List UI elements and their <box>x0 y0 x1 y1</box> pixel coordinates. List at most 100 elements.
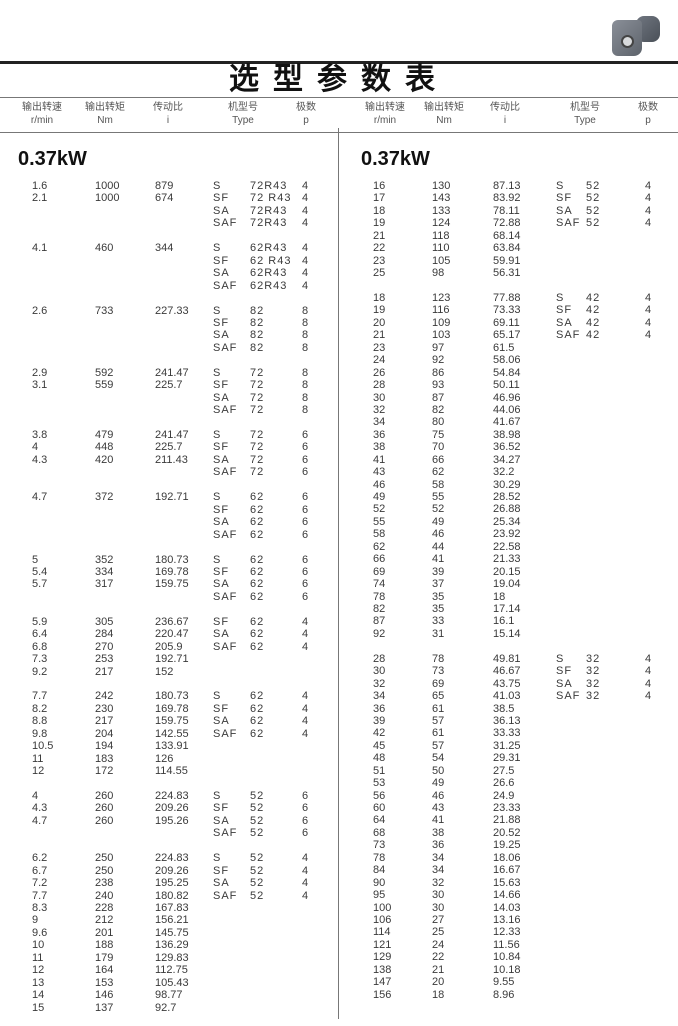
speed-cell: 12 <box>32 765 45 778</box>
ratio-cell: 142.55 <box>155 727 189 740</box>
table-row: 82 35 17.14 <box>340 603 678 615</box>
table-row: 66 41 21.33 <box>340 553 678 565</box>
table-row: SF 82 8 <box>0 317 338 329</box>
speed-cell: 28 <box>373 379 386 392</box>
torque-cell: 30 <box>432 889 445 902</box>
type-prefix-cell: S <box>213 429 222 441</box>
model-group: 5 352 180.73 S 62 6 5.4 334 169.78 SF 62 6 5.7 317 159… <box>0 554 338 604</box>
table-row: 3.8 479 241.47 S 72 6 <box>0 429 338 441</box>
page-title: 选型参数表 <box>229 62 449 97</box>
type-size-cell: 72 <box>250 379 265 392</box>
torque-cell: 179 <box>95 951 114 964</box>
ratio-cell: 14.66 <box>493 889 521 902</box>
speed-cell: 2.6 <box>32 304 48 317</box>
ratio-cell: 225.7 <box>155 379 183 392</box>
ratio-cell: 224.83 <box>155 852 189 865</box>
ratio-cell: 205.9 <box>155 640 183 653</box>
speed-cell: 3.8 <box>32 429 48 441</box>
speed-cell: 11 <box>32 752 44 765</box>
type-prefix-cell: S <box>213 491 222 504</box>
ratio-cell: 73.33 <box>493 304 521 317</box>
table-row: 129 22 10.84 <box>340 951 678 963</box>
type-prefix-cell: SF <box>213 702 230 715</box>
table-row: 62 44 22.58 <box>340 541 678 553</box>
table-row: 21 118 68.14 <box>340 230 678 242</box>
ratio-cell: 12.33 <box>493 926 521 939</box>
type-size-cell: 82 <box>250 316 265 329</box>
poles-cell: 8 <box>302 316 309 329</box>
type-size-cell: 52 <box>586 204 601 217</box>
table-row: 5.4 334 169.78 SF 62 6 <box>0 566 338 578</box>
table-row: 19 116 73.33 SF 42 4 <box>340 304 678 316</box>
torque-cell: 146 <box>95 989 114 1002</box>
table-row: 6.8 270 205.9 SAF 62 4 <box>0 641 338 653</box>
torque-cell: 33 <box>432 615 445 628</box>
speed-cell: 3.1 <box>32 379 48 392</box>
torque-cell: 240 <box>95 889 114 902</box>
ratio-cell: 192.71 <box>155 491 189 504</box>
ratio-cell: 236.67 <box>155 615 189 628</box>
header-label-unit: r/min <box>30 115 54 126</box>
table-row: 15 137 92.7 <box>0 1002 338 1014</box>
speed-cell: 10 <box>32 939 45 952</box>
type-prefix-cell: S <box>213 242 222 255</box>
speed-cell: 23 <box>373 341 386 354</box>
header-label-cn: 传动比 <box>490 102 520 113</box>
speed-cell: 15 <box>32 1001 45 1014</box>
table-row: 12 172 114.55 <box>0 765 338 777</box>
speed-cell: 7.2 <box>32 877 48 890</box>
torque-cell: 153 <box>95 976 114 989</box>
table-row: 52 52 26.88 <box>340 503 678 515</box>
speed-cell: 92 <box>373 627 386 640</box>
torque-cell: 98 <box>432 267 445 280</box>
poles-cell: 4 <box>302 715 309 728</box>
table-row: 4 448 225.7 SF 72 6 <box>0 441 338 453</box>
speed-cell: 147 <box>373 976 392 989</box>
table-row: SAF 72 8 <box>0 404 338 416</box>
type-size-cell: 62R43 <box>250 267 288 280</box>
ratio-cell: 227.33 <box>155 304 189 317</box>
speed-cell: 106 <box>373 913 392 926</box>
torque-cell: 30 <box>432 901 445 914</box>
type-prefix-cell: SF <box>556 192 573 205</box>
type-prefix-cell: SAF <box>556 217 581 230</box>
speed-cell: 4.3 <box>32 802 48 815</box>
torque-cell: 43 <box>432 802 445 814</box>
speed-cell: 9.2 <box>32 665 48 678</box>
table-row: 18 133 78.11 SA 52 4 <box>340 205 678 217</box>
table-row: 4.7 372 192.71 S 62 6 <box>0 491 338 503</box>
torque-cell: 24 <box>432 938 445 951</box>
poles-cell: 4 <box>645 652 652 665</box>
speed-cell: 18 <box>373 292 386 304</box>
type-prefix-cell: SA <box>213 578 230 591</box>
ratio-cell: 23.92 <box>493 528 521 541</box>
table-row: 13 153 105.43 <box>0 977 338 989</box>
poles-cell: 6 <box>302 814 309 827</box>
type-prefix-cell: SA <box>556 204 573 217</box>
ratio-cell: 209.26 <box>155 864 189 877</box>
torque-cell: 37 <box>432 578 445 591</box>
speed-cell: 32 <box>373 677 386 690</box>
table-row: 53 49 26.6 <box>340 777 678 789</box>
ratio-cell: 49.81 <box>493 652 521 665</box>
header-bottom-rule <box>0 132 678 133</box>
speed-cell: 84 <box>373 864 386 877</box>
table-row: SF 62 R43 4 <box>0 255 338 267</box>
ratio-cell: 145.75 <box>155 926 189 939</box>
ratio-cell: 225.7 <box>155 441 183 454</box>
model-group: 18 123 77.88 S 42 4 19 116 73.33 SF 42 4 20 109 69.11 S… <box>340 292 678 640</box>
torque-cell: 41 <box>432 553 445 566</box>
table-row: 58 46 23.92 <box>340 528 678 540</box>
torque-cell: 103 <box>432 329 451 342</box>
ratio-cell: 16.67 <box>493 864 521 877</box>
header-speed-left: 输出转速 r/min <box>12 101 72 127</box>
table-row: 12 164 112.75 <box>0 964 338 976</box>
table-row: 30 73 46.67 SF 32 4 <box>340 665 678 677</box>
speed-cell: 11 <box>32 951 44 964</box>
header-type-left: 机型号 Type <box>213 101 273 127</box>
header-ratio-right: 传动比 i <box>475 101 535 127</box>
speed-cell: 13 <box>32 976 45 989</box>
type-prefix-cell: S <box>213 852 222 865</box>
table-row: 8.2 230 169.78 SF 62 4 <box>0 703 338 715</box>
speed-cell: 19 <box>373 304 386 317</box>
